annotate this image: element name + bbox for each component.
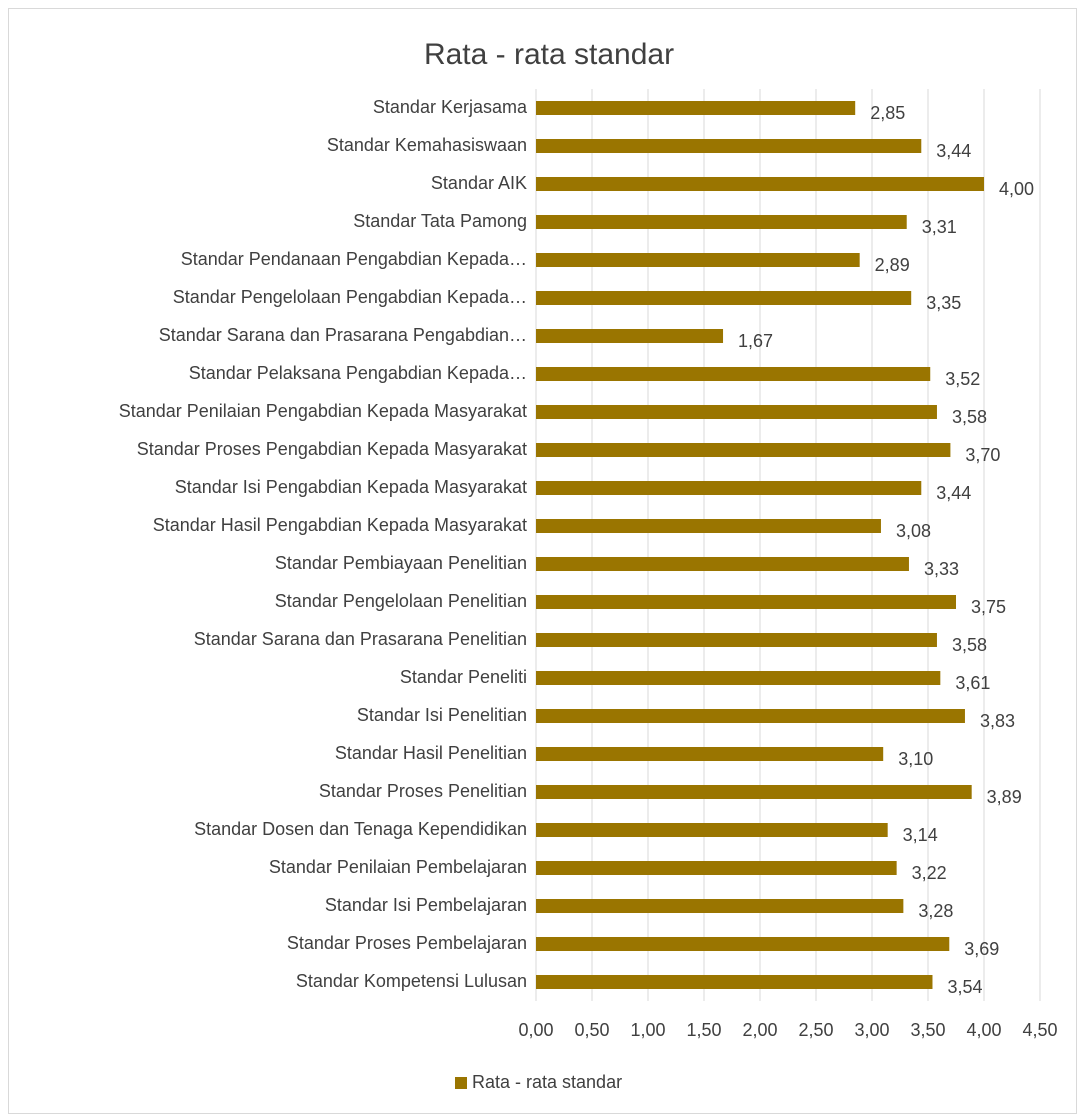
y-tick-label: Standar AIK — [431, 173, 527, 193]
x-tick-label: 2,00 — [742, 1020, 777, 1040]
value-label: 3,44 — [936, 483, 971, 503]
value-label: 4,00 — [999, 179, 1034, 199]
bar — [536, 367, 931, 381]
bar — [536, 709, 965, 723]
bar — [536, 937, 950, 951]
value-label: 3,10 — [898, 749, 933, 769]
bar — [536, 139, 922, 153]
value-label: 3,14 — [903, 825, 938, 845]
y-tick-label: Standar Isi Pembelajaran — [325, 895, 527, 915]
y-tick-label: Standar Peneliti — [400, 667, 527, 687]
y-tick-label: Standar Pendanaan Pengabdian Kepada… — [181, 249, 527, 269]
y-tick-label: Standar Kemahasiswaan — [327, 135, 527, 155]
y-tick-label: Standar Proses Pembelajaran — [287, 933, 527, 953]
y-tick-label: Standar Sarana dan Prasarana Pengabdian… — [159, 325, 527, 345]
value-label: 2,85 — [870, 103, 905, 123]
value-label: 3,75 — [971, 597, 1006, 617]
value-label: 3,33 — [924, 559, 959, 579]
value-label: 3,22 — [912, 863, 947, 883]
bar — [536, 785, 972, 799]
bar — [536, 899, 904, 913]
y-tick-label: Standar Pengelolaan Penelitian — [275, 591, 527, 611]
bar — [536, 329, 724, 343]
y-tick-label: Standar Hasil Pengabdian Kepada Masyarak… — [153, 515, 527, 535]
x-tick-label: 0,50 — [574, 1020, 609, 1040]
bar — [536, 747, 884, 761]
y-tick-label: Standar Hasil Penelitian — [335, 743, 527, 763]
x-tick-label: 1,50 — [686, 1020, 721, 1040]
bar — [536, 253, 860, 267]
bar — [536, 405, 937, 419]
x-tick-label: 2,50 — [798, 1020, 833, 1040]
y-tick-label: Standar Pengelolaan Pengabdian Kepada… — [173, 287, 527, 307]
value-label: 3,61 — [955, 673, 990, 693]
bar — [536, 557, 909, 571]
bar — [536, 671, 941, 685]
value-label: 3,58 — [952, 635, 987, 655]
value-label: 3,89 — [987, 787, 1022, 807]
bar — [536, 215, 907, 229]
bar — [536, 633, 937, 647]
value-label: 2,89 — [875, 255, 910, 275]
value-label: 3,08 — [896, 521, 931, 541]
y-tick-label: Standar Kerjasama — [373, 97, 528, 117]
value-label: 3,69 — [964, 939, 999, 959]
bar — [536, 861, 897, 875]
value-label: 3,35 — [926, 293, 961, 313]
bar — [536, 975, 933, 989]
bar — [536, 101, 856, 115]
y-tick-label: Standar Tata Pamong — [353, 211, 527, 231]
y-tick-label: Standar Sarana dan Prasarana Penelitian — [194, 629, 527, 649]
y-tick-label: Standar Pembiayaan Penelitian — [275, 553, 527, 573]
bar — [536, 481, 922, 495]
chart-title: Rata - rata standar — [424, 38, 674, 71]
value-label: 3,70 — [965, 445, 1000, 465]
legend-swatch — [455, 1077, 467, 1089]
y-tick-label: Standar Isi Penelitian — [357, 705, 527, 725]
y-tick-label: Standar Dosen dan Tenaga Kependidikan — [194, 819, 527, 839]
y-tick-label: Standar Proses Penelitian — [319, 781, 527, 801]
x-tick-label: 3,50 — [910, 1020, 945, 1040]
x-tick-label: 0,00 — [518, 1020, 553, 1040]
bar — [536, 291, 912, 305]
value-label: 3,83 — [980, 711, 1015, 731]
y-tick-label: Standar Isi Pengabdian Kepada Masyarakat — [175, 477, 527, 497]
legend-label: Rata - rata standar — [472, 1072, 622, 1092]
y-tick-label: Standar Proses Pengabdian Kepada Masyara… — [137, 439, 527, 459]
y-tick-label: Standar Penilaian Pembelajaran — [269, 857, 527, 877]
value-label: 3,52 — [945, 369, 980, 389]
value-label: 1,67 — [738, 331, 773, 351]
value-label: 3,31 — [922, 217, 957, 237]
value-label: 3,58 — [952, 407, 987, 427]
y-tick-label: Standar Pelaksana Pengabdian Kepada… — [189, 363, 527, 383]
x-tick-label: 4,00 — [966, 1020, 1001, 1040]
bar — [536, 595, 956, 609]
y-tick-label: Standar Kompetensi Lulusan — [296, 971, 527, 991]
x-tick-label: 3,00 — [854, 1020, 889, 1040]
bar — [536, 519, 881, 533]
bar — [536, 823, 888, 837]
x-tick-label: 1,00 — [630, 1020, 665, 1040]
x-tick-label: 4,50 — [1022, 1020, 1057, 1040]
value-label: 3,54 — [947, 977, 982, 997]
value-label: 3,44 — [936, 141, 971, 161]
bar — [536, 177, 984, 191]
bar — [536, 443, 951, 457]
y-tick-label: Standar Penilaian Pengabdian Kepada Masy… — [119, 401, 527, 421]
value-label: 3,28 — [918, 901, 953, 921]
